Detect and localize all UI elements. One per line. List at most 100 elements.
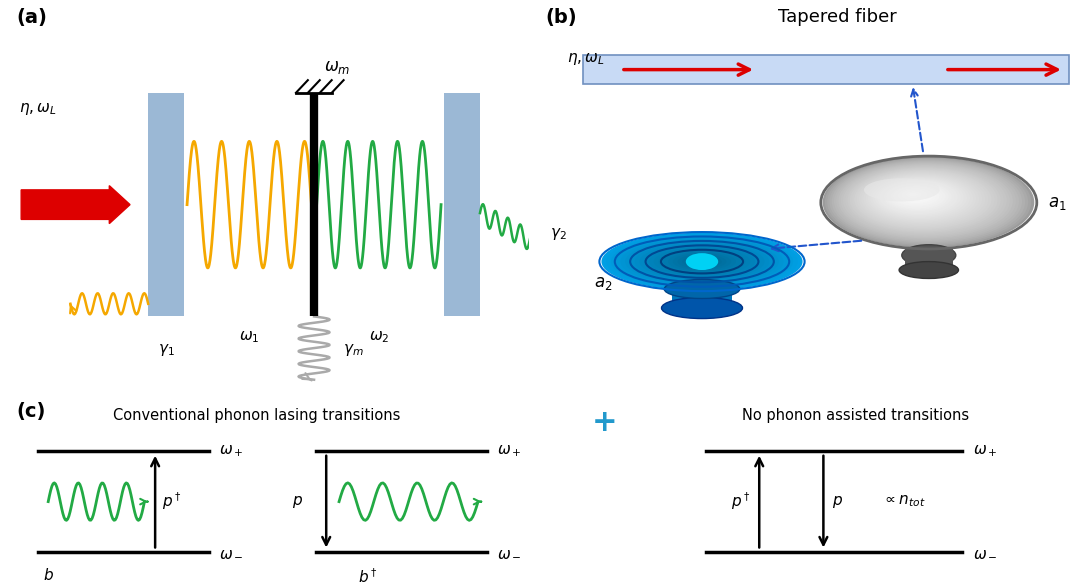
Ellipse shape <box>635 242 769 281</box>
Text: +: + <box>592 408 617 437</box>
Ellipse shape <box>888 184 946 209</box>
Ellipse shape <box>827 159 1028 245</box>
Ellipse shape <box>625 240 779 284</box>
Ellipse shape <box>673 253 731 270</box>
Ellipse shape <box>893 186 940 206</box>
Ellipse shape <box>663 250 741 272</box>
Ellipse shape <box>630 241 774 282</box>
Ellipse shape <box>852 169 995 230</box>
Ellipse shape <box>868 176 973 221</box>
Ellipse shape <box>850 168 998 231</box>
Text: $\gamma_1$: $\gamma_1$ <box>158 342 175 358</box>
Bar <box>148 93 185 316</box>
Ellipse shape <box>865 175 976 222</box>
Ellipse shape <box>823 157 1035 248</box>
Ellipse shape <box>910 193 915 195</box>
Ellipse shape <box>644 245 760 278</box>
Ellipse shape <box>686 253 718 270</box>
Ellipse shape <box>661 298 743 319</box>
Ellipse shape <box>606 234 798 289</box>
Ellipse shape <box>602 233 802 291</box>
Ellipse shape <box>879 180 958 214</box>
Text: $\gamma_2$: $\gamma_2$ <box>550 226 567 242</box>
Bar <box>905 249 954 270</box>
Text: $\omega_+$: $\omega_+$ <box>973 443 998 459</box>
Text: $p$: $p$ <box>832 493 843 510</box>
Text: $b$: $b$ <box>43 567 54 583</box>
Text: $\omega_+$: $\omega_+$ <box>219 443 244 459</box>
Text: (a): (a) <box>16 8 46 28</box>
Ellipse shape <box>861 173 983 225</box>
Ellipse shape <box>902 245 956 266</box>
Text: $p$: $p$ <box>292 493 302 510</box>
Ellipse shape <box>881 181 955 213</box>
Ellipse shape <box>883 182 951 212</box>
Ellipse shape <box>848 167 1001 233</box>
Ellipse shape <box>886 183 948 210</box>
Ellipse shape <box>687 257 717 266</box>
Ellipse shape <box>659 249 745 274</box>
Ellipse shape <box>611 236 793 288</box>
Ellipse shape <box>683 256 721 267</box>
FancyArrow shape <box>22 186 130 224</box>
Ellipse shape <box>908 192 918 196</box>
Ellipse shape <box>904 190 924 199</box>
Ellipse shape <box>616 237 788 287</box>
Ellipse shape <box>895 187 936 205</box>
Ellipse shape <box>875 178 964 217</box>
Ellipse shape <box>664 280 740 298</box>
Ellipse shape <box>864 178 940 202</box>
Text: $a_2$: $a_2$ <box>594 274 612 292</box>
Ellipse shape <box>906 192 921 198</box>
Ellipse shape <box>649 246 755 277</box>
Text: $p^\dagger$: $p^\dagger$ <box>731 490 751 513</box>
Ellipse shape <box>838 163 1013 239</box>
Ellipse shape <box>890 185 943 207</box>
Text: $\omega_+$: $\omega_+$ <box>497 443 522 459</box>
Text: $\omega_-$: $\omega_-$ <box>497 545 522 560</box>
Ellipse shape <box>863 173 980 223</box>
Ellipse shape <box>846 166 1003 234</box>
Text: $\omega_-$: $\omega_-$ <box>219 545 244 560</box>
Text: $a_1$: $a_1$ <box>1048 193 1066 212</box>
Ellipse shape <box>834 162 1020 241</box>
FancyBboxPatch shape <box>583 55 1069 84</box>
Ellipse shape <box>900 189 930 202</box>
Ellipse shape <box>825 158 1031 247</box>
Ellipse shape <box>877 179 961 216</box>
Text: Conventional phonon lasing transitions: Conventional phonon lasing transitions <box>113 408 401 423</box>
Text: $\propto n_{tot}$: $\propto n_{tot}$ <box>882 494 926 509</box>
Text: No phonon assisted transitions: No phonon assisted transitions <box>742 408 969 423</box>
Ellipse shape <box>653 248 751 275</box>
Text: $b^\dagger$: $b^\dagger$ <box>359 567 378 586</box>
Ellipse shape <box>897 188 933 203</box>
Text: (c): (c) <box>16 402 45 421</box>
Ellipse shape <box>873 178 967 218</box>
Ellipse shape <box>620 238 784 285</box>
Ellipse shape <box>667 252 737 271</box>
Ellipse shape <box>856 171 988 227</box>
Text: $\omega_1$: $\omega_1$ <box>239 329 259 345</box>
Ellipse shape <box>832 161 1022 243</box>
Ellipse shape <box>902 190 928 200</box>
Text: $p^\dagger$: $p^\dagger$ <box>162 490 181 513</box>
Ellipse shape <box>870 176 970 220</box>
Text: $\eta, \omega_L$: $\eta, \omega_L$ <box>567 50 605 67</box>
Text: (b): (b) <box>545 8 577 28</box>
Ellipse shape <box>840 164 1010 237</box>
Ellipse shape <box>639 244 765 280</box>
Ellipse shape <box>843 165 1007 236</box>
Text: $\omega_2$: $\omega_2$ <box>368 329 389 345</box>
Text: $\gamma_m$: $\gamma_m$ <box>342 342 363 358</box>
Ellipse shape <box>677 254 727 268</box>
Ellipse shape <box>854 170 991 229</box>
Text: $\omega_-$: $\omega_-$ <box>973 545 998 560</box>
Text: Tapered fiber: Tapered fiber <box>778 8 896 26</box>
Text: $\eta, \omega_L$: $\eta, \omega_L$ <box>18 101 56 117</box>
Text: $\omega_m$: $\omega_m$ <box>324 58 351 76</box>
Bar <box>672 285 732 308</box>
Ellipse shape <box>829 159 1025 244</box>
Bar <box>444 93 480 316</box>
Ellipse shape <box>899 261 959 278</box>
Ellipse shape <box>692 258 713 264</box>
